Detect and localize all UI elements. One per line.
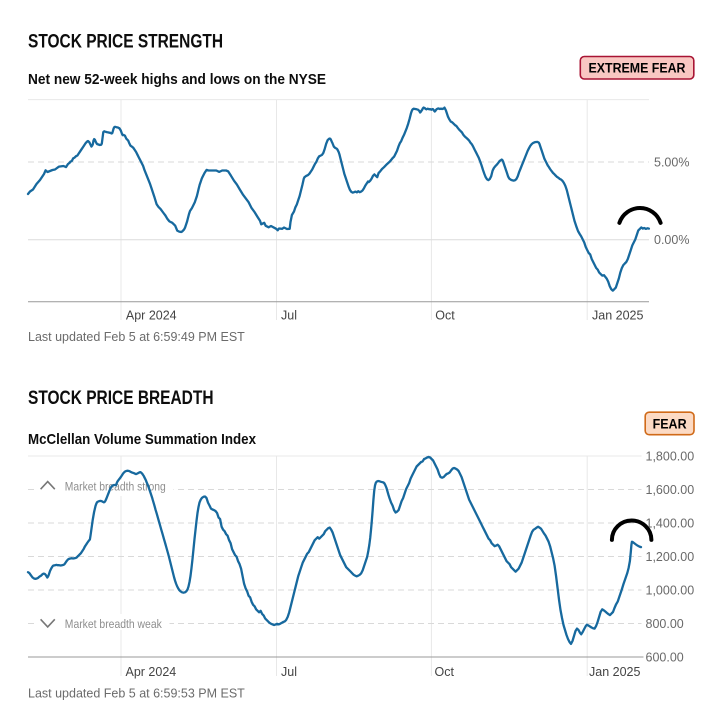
svg-text:McClellan Volume Summation Ind: McClellan Volume Summation Index [28,431,257,448]
svg-text:1,800.00: 1,800.00 [646,449,695,463]
svg-text:1,200.00: 1,200.00 [646,550,695,564]
svg-text:Market breadth strong: Market breadth strong [65,479,166,493]
svg-text:600.00: 600.00 [646,650,684,664]
svg-text:1,600.00: 1,600.00 [646,483,695,497]
svg-text:0.00%: 0.00% [654,233,689,247]
svg-text:STOCK PRICE BREADTH: STOCK PRICE BREADTH [28,388,214,409]
svg-text:Net new 52-week highs and lows: Net new 52-week highs and lows on the NY… [28,71,326,88]
svg-text:STOCK PRICE STRENGTH: STOCK PRICE STRENGTH [28,32,223,53]
svg-text:Market breadth weak: Market breadth weak [65,617,163,631]
svg-text:5.00%: 5.00% [654,156,689,170]
svg-text:1,400.00: 1,400.00 [646,516,695,530]
svg-text:1,000.00: 1,000.00 [646,583,695,597]
svg-text:Apr 2024: Apr 2024 [126,309,177,323]
svg-text:FEAR: FEAR [653,416,687,431]
svg-text:Oct: Oct [435,309,455,323]
svg-text:Jul: Jul [281,665,297,679]
svg-text:Oct: Oct [435,665,455,679]
svg-text:Jan 2025: Jan 2025 [592,309,643,323]
svg-text:Apr 2024: Apr 2024 [126,665,177,679]
svg-text:Last updated Feb 5 at 6:59:49: Last updated Feb 5 at 6:59:49 PM EST [28,330,245,344]
svg-text:Last updated Feb 5 at 6:59:53: Last updated Feb 5 at 6:59:53 PM EST [28,687,245,701]
svg-text:Jul: Jul [281,309,297,323]
svg-text:Jan 2025: Jan 2025 [589,665,640,679]
svg-text:EXTREME FEAR: EXTREME FEAR [589,61,686,76]
svg-text:800.00: 800.00 [646,617,684,631]
